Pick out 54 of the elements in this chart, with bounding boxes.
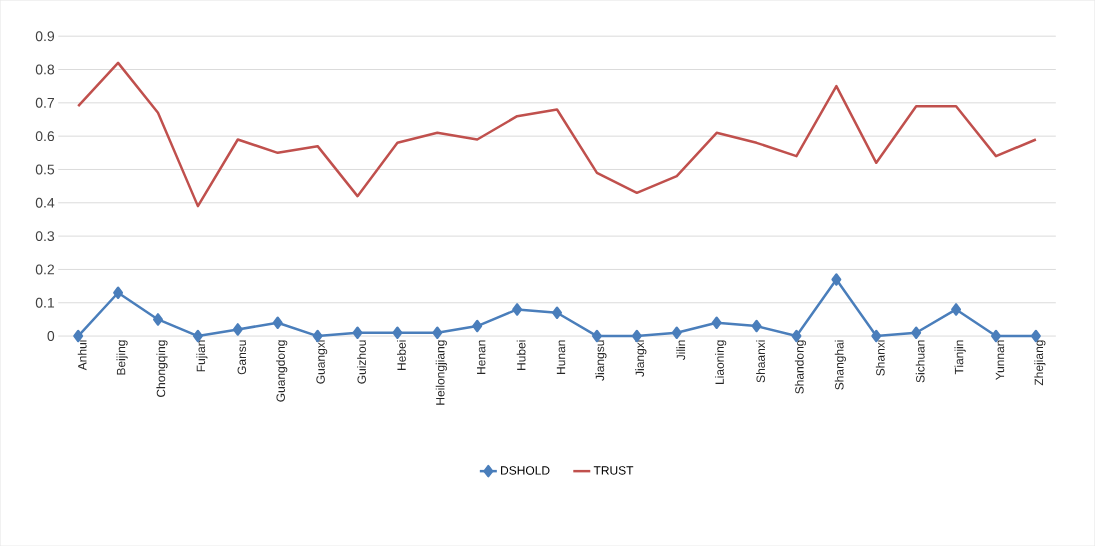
point	[911, 326, 922, 339]
x-tick-label: Hebei	[397, 340, 406, 370]
x-tick-label: Yunnan	[995, 340, 1005, 380]
x-tick-label: Jilin	[676, 340, 686, 360]
point	[831, 273, 842, 286]
x-tick-label: Guangxi	[316, 340, 328, 384]
x-tick-label: Jiangxi	[635, 340, 647, 377]
x-tick-label: Shanxi	[875, 340, 885, 376]
point	[951, 303, 962, 316]
y-tick-label: 0.9	[35, 31, 55, 42]
point	[232, 323, 243, 336]
x-tick-label: Hubei	[516, 340, 526, 370]
x-tick-label: Guangdong	[276, 340, 288, 402]
point	[751, 319, 762, 333]
point	[352, 326, 363, 339]
x-tick-label: Guizhou	[357, 340, 366, 384]
x-tick-label: Fujian	[196, 340, 208, 372]
x-tick-label: Henan	[477, 340, 486, 374]
x-tick-label: Jiangsu	[595, 340, 607, 381]
point	[671, 326, 682, 339]
point	[432, 326, 443, 339]
point	[711, 316, 722, 329]
x-tick-label: Shanghai	[834, 340, 846, 390]
legend-label: TRUST	[593, 466, 634, 475]
x-tick-label: Chongqing	[156, 340, 168, 397]
y-tick-label: 0.7	[35, 97, 54, 108]
y-tick-label: 0.3	[35, 231, 55, 241]
x-tick-label: Heilongjiang	[435, 340, 447, 405]
x-tick-label: Hunan	[556, 340, 566, 374]
point	[552, 306, 563, 319]
point	[472, 319, 483, 333]
x-tick-label: Tianjin	[954, 340, 966, 375]
x-tick-label: Anhui	[77, 340, 87, 371]
y-tick-label: 0.6	[35, 131, 55, 142]
point	[512, 303, 523, 316]
x-tick-label: Shaanxi	[756, 340, 765, 383]
x-tick-label: Zhejiang	[1034, 340, 1046, 386]
x-tick-label: Liaoning	[715, 340, 727, 384]
line-series	[76, 61, 1038, 208]
x-tick-label: Sichuan	[915, 340, 925, 383]
x-tick-label: Beijing	[116, 340, 128, 375]
y-tick-label: 0.8	[35, 64, 55, 75]
x-tick-label: Shandong	[794, 340, 807, 394]
point	[113, 286, 124, 299]
y-tick-label: 0.2	[35, 264, 54, 275]
y-tick-label: 0	[47, 331, 55, 341]
point	[272, 316, 283, 329]
y-tick-label: 0.4	[35, 197, 55, 208]
point	[153, 313, 163, 326]
x-tick-label: Gansu	[237, 340, 247, 375]
y-tick-label: 0.5	[35, 164, 55, 175]
legend-label: DSHOLD	[501, 466, 550, 475]
y-tick-label: 0.1	[35, 297, 55, 308]
point	[392, 326, 403, 339]
